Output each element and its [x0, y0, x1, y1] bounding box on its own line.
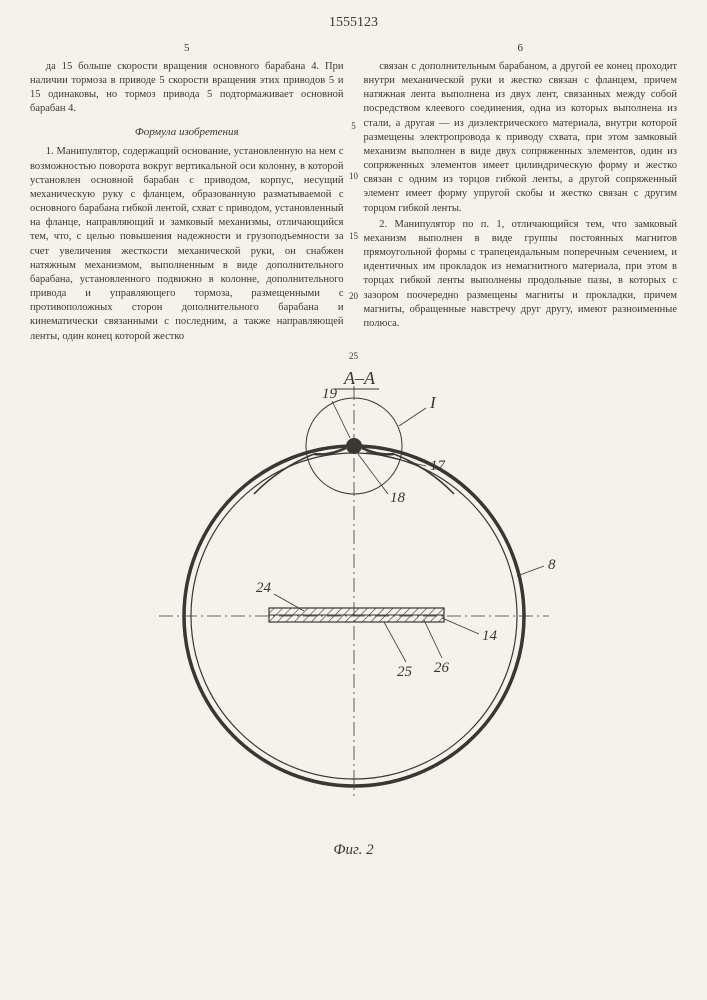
claim-1-left: 1. Манипулятор, содержащий основание, ус…: [30, 145, 344, 343]
col-num-right: 6: [364, 41, 678, 56]
label-19: 19: [322, 386, 338, 402]
right-column: 6 связан с дополнительным барабаном, а д…: [364, 41, 678, 346]
col-num-left: 5: [30, 41, 344, 56]
right-continuation: связан с дополнительным барабаном, а дру…: [364, 60, 678, 216]
figure-svg: A–A 19: [134, 366, 574, 836]
figure-2: A–A 19: [30, 366, 677, 859]
line-mark: 5: [344, 121, 364, 131]
figure-caption: Фиг. 2: [30, 842, 677, 859]
label-24: 24: [256, 580, 272, 596]
label-18: 18: [390, 490, 406, 506]
line-mark: 20: [344, 291, 364, 301]
label-8: 8: [548, 557, 556, 573]
left-column: 5 да 15 больше скорости вращения основно…: [30, 41, 344, 346]
patent-number: 1555123: [30, 15, 677, 31]
left-intro-para: да 15 больше скорости вращения основного…: [30, 60, 344, 117]
line-mark: 15: [344, 231, 364, 241]
section-label: A–A: [343, 368, 376, 388]
label-I: I: [429, 393, 437, 412]
claim-2: 2. Манипулятор по п. 1, отличающийся тем…: [364, 218, 678, 331]
line-mark: 10: [344, 171, 364, 181]
label-14: 14: [482, 628, 498, 644]
label-25: 25: [397, 664, 413, 680]
label-26: 26: [434, 660, 450, 676]
formula-header: Формула изобретения: [30, 125, 344, 140]
text-columns: 5 да 15 больше скорости вращения основно…: [30, 41, 677, 346]
line-mark: 25: [344, 351, 364, 361]
label-17: 17: [430, 458, 447, 474]
